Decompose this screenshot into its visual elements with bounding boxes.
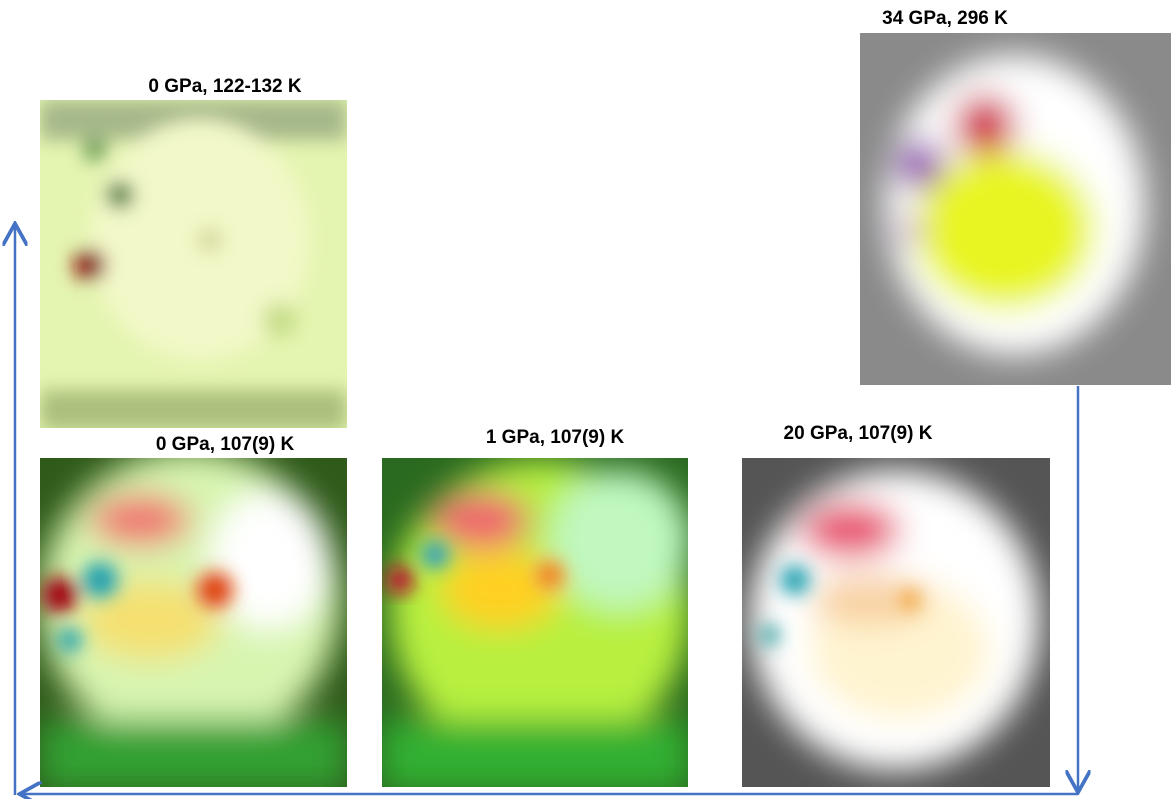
map-image: [382, 458, 688, 787]
map-image: [40, 458, 347, 787]
panel-label: 1 GPa, 107(9) K: [486, 427, 625, 448]
panel-label: 0 GPa, 107(9) K: [156, 434, 295, 455]
map-image: [860, 33, 1171, 385]
panel-label: 34 GPa, 296 K: [882, 8, 1008, 29]
panel-label: 20 GPa, 107(9) K: [784, 423, 933, 444]
map-image: [40, 100, 347, 428]
map-image: [742, 458, 1050, 787]
panel-label: 0 GPa, 122-132 K: [148, 76, 301, 97]
